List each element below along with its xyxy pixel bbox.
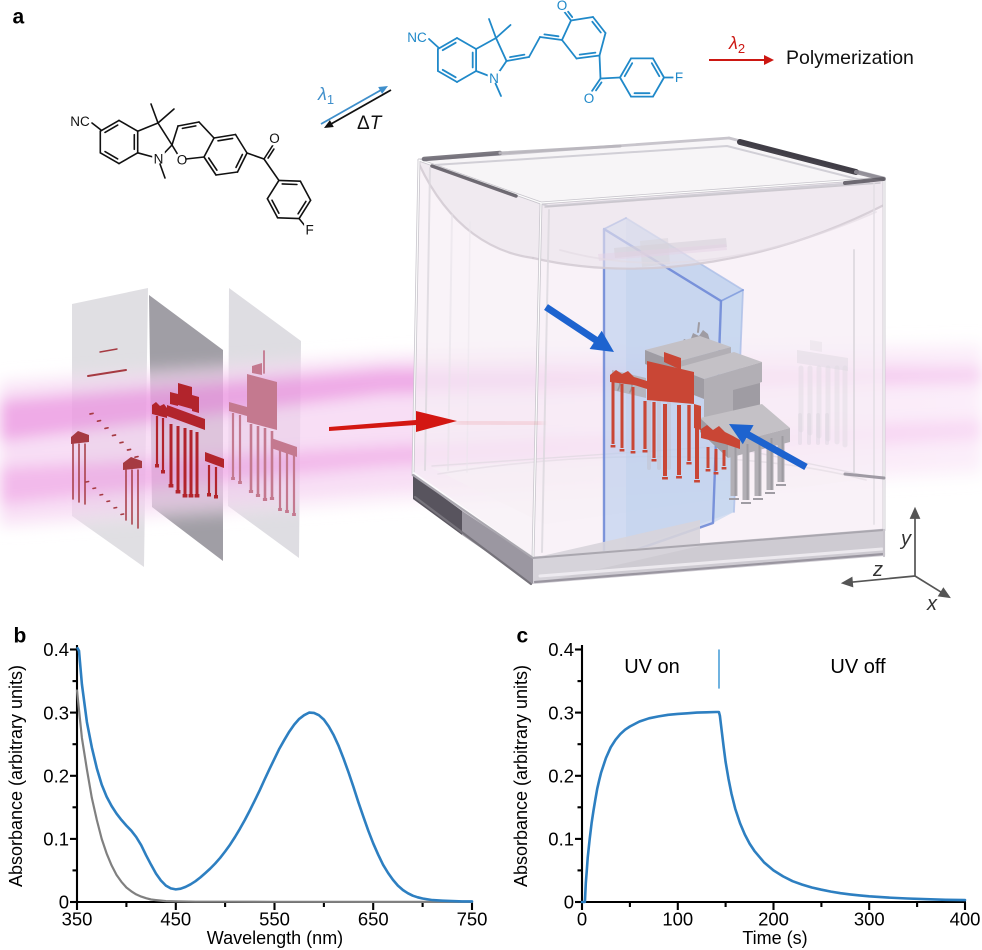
svg-text:F: F bbox=[675, 70, 683, 85]
svg-text:0.4: 0.4 bbox=[43, 639, 69, 660]
svg-text:O: O bbox=[269, 131, 280, 146]
svg-text:200: 200 bbox=[758, 909, 789, 930]
svg-text:a: a bbox=[13, 6, 25, 29]
svg-text:NC: NC bbox=[407, 30, 427, 45]
svg-text:750: 750 bbox=[457, 909, 488, 930]
svg-text:0.3: 0.3 bbox=[43, 702, 69, 723]
svg-text:Time (s): Time (s) bbox=[742, 928, 807, 948]
svg-text:N: N bbox=[154, 152, 164, 167]
svg-text:0.1: 0.1 bbox=[548, 829, 574, 850]
svg-text:0.3: 0.3 bbox=[548, 702, 574, 723]
svg-text:650: 650 bbox=[358, 909, 389, 930]
svg-text:Absorbance (arbitrary units): Absorbance (arbitrary units) bbox=[511, 665, 531, 887]
svg-text:N: N bbox=[489, 71, 499, 86]
svg-text:x: x bbox=[926, 593, 938, 615]
svg-text:λ1: λ1 bbox=[317, 84, 334, 107]
svg-text:UV off: UV off bbox=[830, 656, 886, 678]
svg-text:c: c bbox=[517, 625, 529, 648]
svg-text:z: z bbox=[872, 559, 883, 581]
svg-text:Absorbance (arbitrary units): Absorbance (arbitrary units) bbox=[6, 665, 26, 887]
svg-text:F: F bbox=[306, 223, 314, 238]
svg-text:0.4: 0.4 bbox=[548, 639, 574, 660]
svg-text:0: 0 bbox=[577, 909, 587, 930]
svg-text:UV on: UV on bbox=[624, 656, 680, 678]
svg-text:0: 0 bbox=[564, 892, 574, 913]
svg-text:0: 0 bbox=[59, 892, 69, 913]
svg-text:550: 550 bbox=[259, 909, 290, 930]
svg-text:350: 350 bbox=[62, 909, 93, 930]
svg-text:ΔT: ΔT bbox=[357, 113, 383, 134]
svg-text:Wavelength (nm): Wavelength (nm) bbox=[207, 928, 343, 948]
svg-text:Polymerization: Polymerization bbox=[786, 47, 914, 69]
svg-text:O: O bbox=[177, 153, 188, 168]
svg-text:O: O bbox=[584, 91, 595, 106]
svg-text:100: 100 bbox=[662, 909, 693, 930]
svg-text:y: y bbox=[899, 528, 912, 550]
svg-text:NC: NC bbox=[70, 114, 90, 129]
svg-text:450: 450 bbox=[160, 909, 191, 930]
svg-text:λ2: λ2 bbox=[728, 33, 745, 56]
svg-text:0.2: 0.2 bbox=[548, 765, 574, 786]
svg-text:0.2: 0.2 bbox=[43, 765, 69, 786]
svg-text:400: 400 bbox=[950, 909, 981, 930]
svg-text:300: 300 bbox=[854, 909, 885, 930]
svg-text:0.1: 0.1 bbox=[43, 829, 69, 850]
svg-text:b: b bbox=[14, 625, 27, 648]
svg-text:O: O bbox=[557, 0, 568, 13]
